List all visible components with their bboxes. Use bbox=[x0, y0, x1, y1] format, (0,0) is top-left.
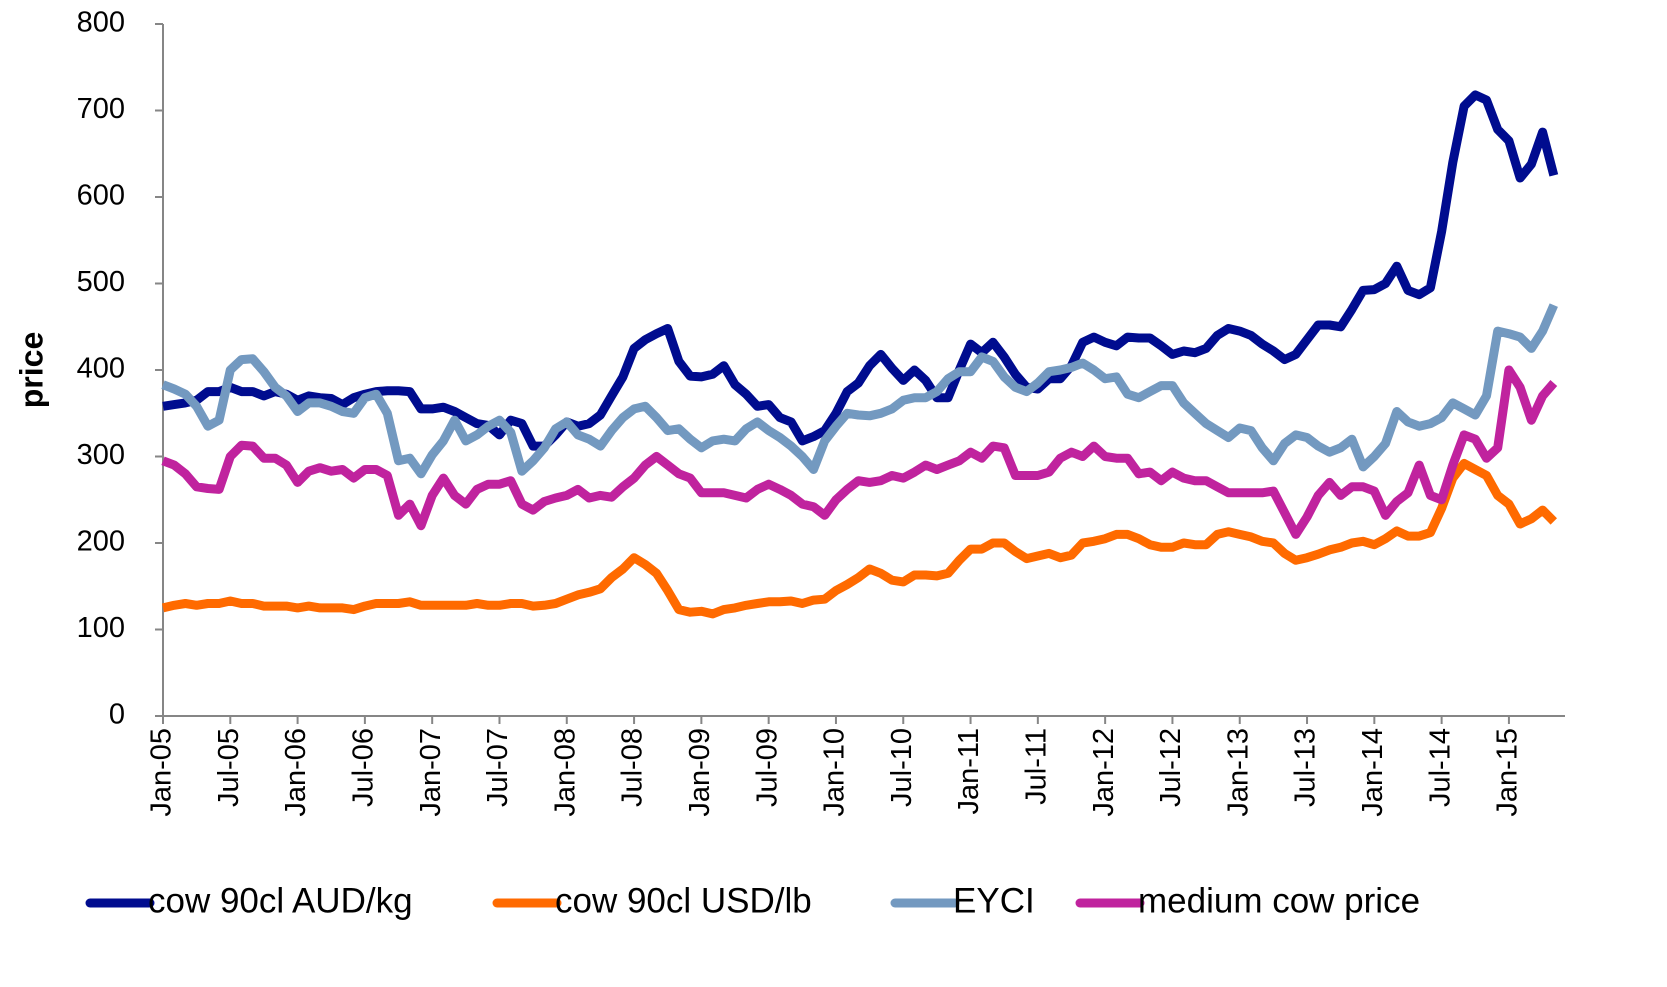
x-tick-label: Jan-09 bbox=[684, 728, 716, 817]
x-tick-label: Jan-10 bbox=[819, 728, 851, 817]
series-line bbox=[162, 90, 1559, 451]
x-tick-label: Jul-13 bbox=[1290, 728, 1322, 807]
x-tick-label: Jan-07 bbox=[415, 728, 447, 817]
y-axis-label: price bbox=[13, 332, 49, 408]
legend-label: cow 90cl USD/lb bbox=[555, 881, 812, 920]
y-tick-label: 600 bbox=[77, 180, 125, 212]
x-tick-label: Jan-06 bbox=[280, 728, 312, 817]
y-tick-label: 0 bbox=[109, 699, 125, 731]
x-tick-label: Jul-08 bbox=[617, 728, 649, 807]
y-tick-label: 500 bbox=[77, 266, 125, 298]
legend-label: cow 90cl AUD/kg bbox=[148, 881, 413, 920]
legend-label: medium cow price bbox=[1138, 881, 1420, 920]
x-tick-label: Jan-13 bbox=[1222, 728, 1254, 817]
x-tick-label: Jul-09 bbox=[751, 728, 783, 807]
x-tick-label: Jan-05 bbox=[146, 728, 178, 817]
x-tick-label: Jul-12 bbox=[1155, 728, 1187, 807]
y-tick-label: 100 bbox=[77, 612, 125, 644]
y-tick-label: 300 bbox=[77, 439, 125, 471]
x-tick-label: Jul-11 bbox=[1021, 728, 1053, 805]
series-line bbox=[161, 365, 1558, 539]
x-tick-label: Jan-14 bbox=[1357, 728, 1389, 817]
series-line bbox=[161, 458, 1557, 619]
x-tick-label: Jul-10 bbox=[886, 728, 918, 807]
x-tick-label: Jan-08 bbox=[549, 728, 581, 817]
x-tick-label: Jan-11 bbox=[953, 728, 985, 815]
y-tick-label: 200 bbox=[77, 526, 125, 558]
x-tick-label: Jan-12 bbox=[1088, 728, 1120, 817]
y-tick-label: 700 bbox=[77, 93, 125, 125]
x-tick-label: Jul-14 bbox=[1424, 728, 1456, 807]
legend-label: EYCI bbox=[953, 881, 1035, 920]
x-tick-label: Jul-07 bbox=[482, 728, 514, 807]
x-tick-label: Jan-15 bbox=[1492, 728, 1524, 817]
x-tick-label: Jul-05 bbox=[213, 728, 245, 807]
series-line bbox=[161, 303, 1558, 479]
x-tick-label: Jul-06 bbox=[348, 728, 380, 807]
y-tick-label: 800 bbox=[77, 7, 125, 39]
y-tick-label: 400 bbox=[77, 353, 125, 385]
